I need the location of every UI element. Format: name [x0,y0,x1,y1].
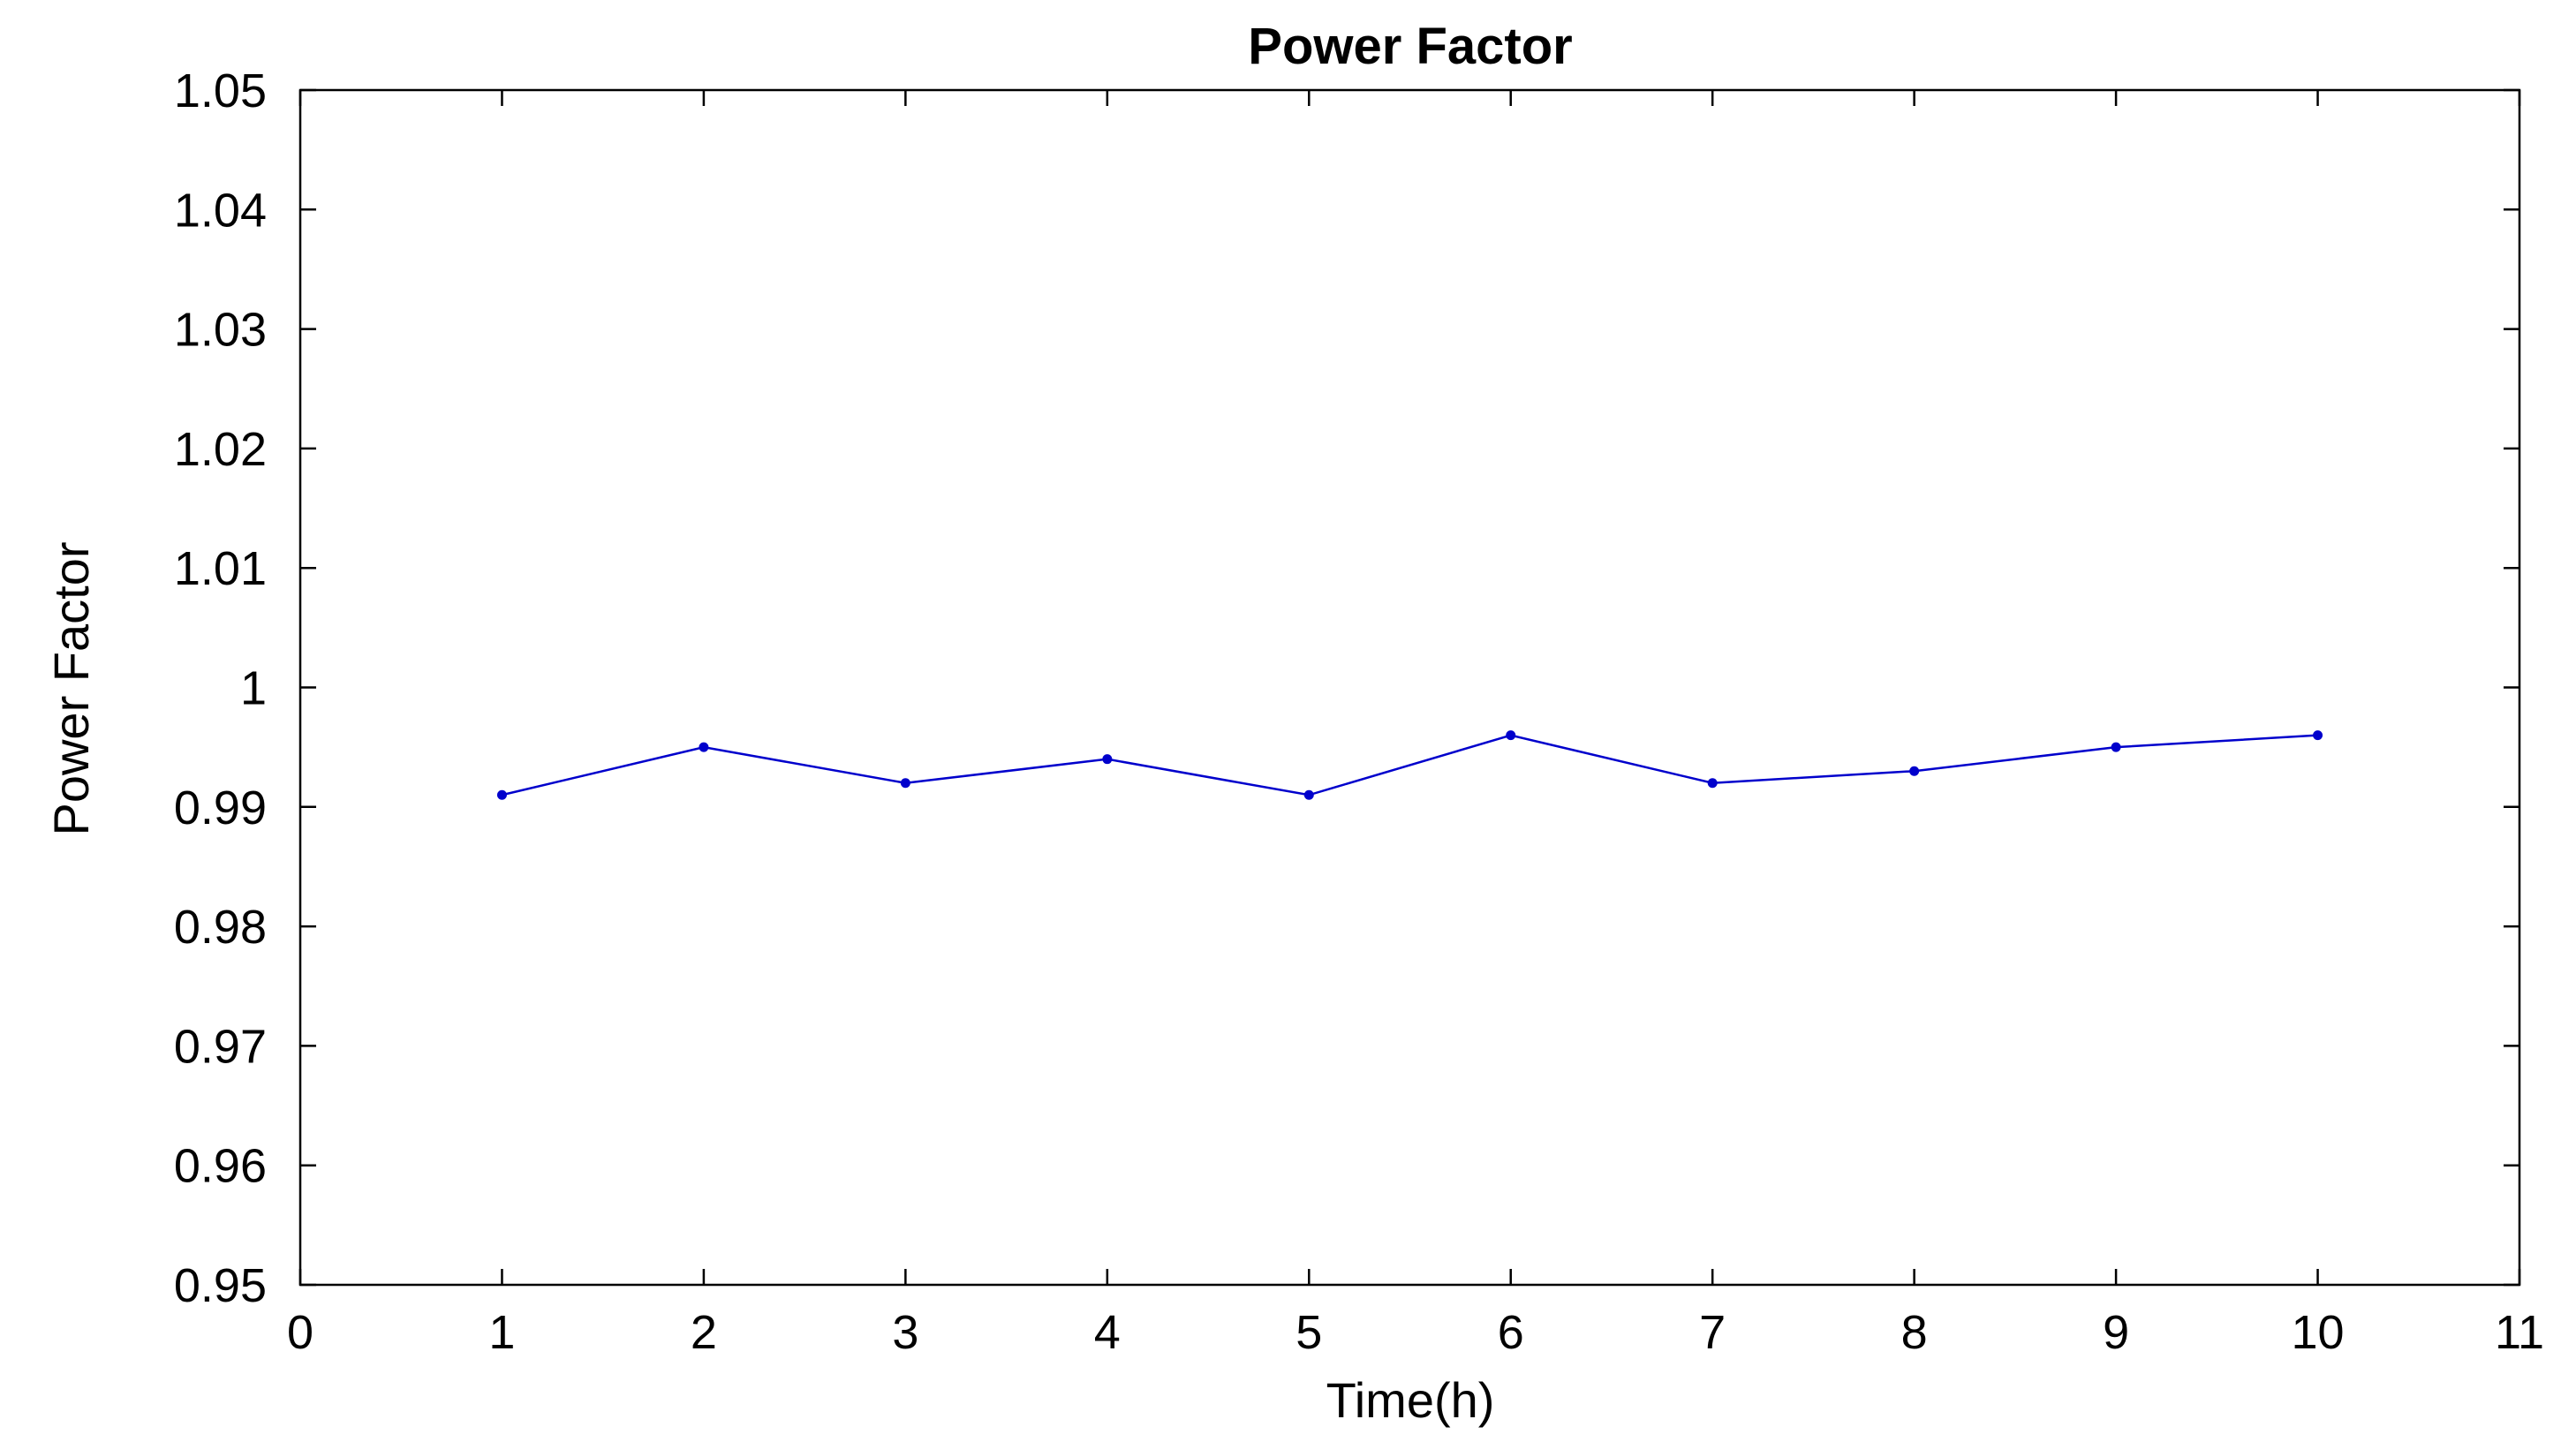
y-tick-label: 1.05 [174,64,267,117]
data-point [900,778,910,789]
x-tick-label: 6 [1498,1306,1524,1359]
y-tick-label: 1.01 [174,542,267,595]
x-tick-label: 9 [2103,1306,2129,1359]
y-tick-label: 0.97 [174,1020,267,1073]
y-tick-label: 0.96 [174,1140,267,1193]
x-tick-label: 8 [1901,1306,1928,1359]
axes: 0 1 2 3 4 5 6 7 8 9 10 11 0.95 0.96 0.97 0.98 0.99 1 1.01 1… [174,64,2544,1359]
data-point [496,789,507,800]
axes-frame [298,88,2521,1287]
y-tick-label: 1.04 [174,184,267,237]
data-point [1102,754,1113,765]
y-tick-label: 1.02 [174,423,267,476]
x-tick-label: 10 [2292,1306,2345,1359]
x-tick-label: 3 [892,1306,918,1359]
data-point [1909,766,1920,776]
data-point [1707,778,1718,789]
data-point [1506,730,1516,741]
y-tick-label: 0.95 [174,1259,267,1312]
x-tick-label: 4 [1094,1306,1121,1359]
data-point [2111,742,2121,752]
data-point [1303,789,1314,800]
data-point [2313,730,2323,741]
y-tick-label: 1.03 [174,304,267,357]
x-tick-label: 2 [691,1306,717,1359]
y-tick-label: 1 [240,662,267,715]
x-axis-label: Time(h) [1326,1372,1495,1428]
y-axis-label: Power Factor [43,542,99,836]
y-tick-label: 0.99 [174,781,267,834]
x-tick-label: 11 [2495,1306,2544,1359]
chart-title: Power Factor [1248,18,1572,75]
series-line [502,734,2318,796]
x-tick-label: 7 [1699,1306,1726,1359]
data-point [699,742,709,752]
plot-area [496,730,2323,800]
y-tick-label: 0.98 [174,901,267,954]
x-tick-label: 1 [488,1306,515,1359]
x-tick-label: 5 [1296,1306,1322,1359]
x-tick-label: 0 [287,1306,314,1359]
